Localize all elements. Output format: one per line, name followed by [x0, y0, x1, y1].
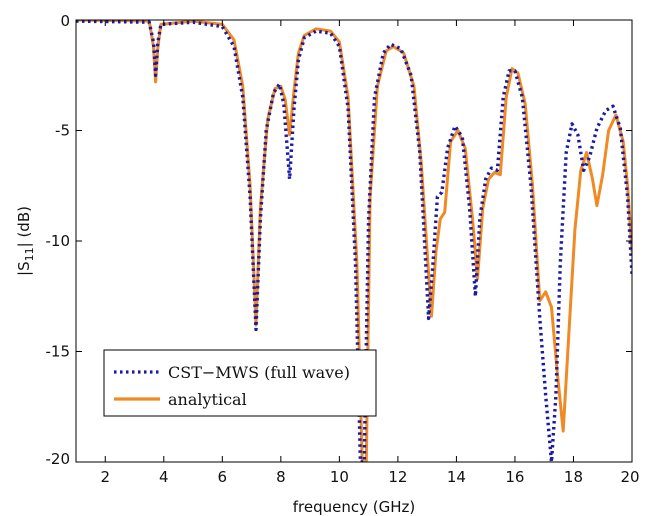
series-line-cst [76, 20, 632, 462]
y-axis-label-subscript: 11 [23, 247, 36, 261]
y-tick-label: 0 [60, 12, 70, 30]
legend-label-cst: CST−MWS (full wave) [168, 363, 350, 382]
legend: CST−MWS (full wave) analytical [103, 349, 377, 417]
y-tick-label: -10 [46, 232, 71, 250]
x-tick-label: 2 [100, 468, 110, 486]
x-tick-label: 4 [159, 468, 169, 486]
legend-box [103, 349, 377, 417]
y-axis-label-tail: | (dB) [15, 206, 33, 247]
legend-label-analytical: analytical [168, 390, 247, 409]
y-tick-label: -20 [46, 450, 71, 468]
x-tick-label: 12 [388, 468, 407, 486]
x-tick-label: 20 [620, 468, 639, 486]
x-tick-label: 18 [564, 468, 583, 486]
x-tick-label: 14 [447, 468, 466, 486]
series-layer [76, 20, 632, 462]
x-tick-label: 6 [218, 468, 228, 486]
x-tick-label: 10 [330, 468, 349, 486]
y-tick-label: -5 [55, 122, 70, 140]
x-tick-label: 16 [505, 468, 524, 486]
y-axis-label-main: |S [15, 261, 33, 276]
series-line-analytical [76, 20, 632, 462]
x-tick-label: 8 [276, 468, 286, 486]
y-axis-label: |S11| (dB) [15, 206, 36, 276]
ticks-layer: 2 4 6 8 10 12 14 16 18 20 0 -5 -10 -15 -20 [46, 12, 640, 486]
x-axis-label: frequency (GHz) [293, 498, 415, 516]
y-tick-label: -15 [46, 343, 71, 361]
